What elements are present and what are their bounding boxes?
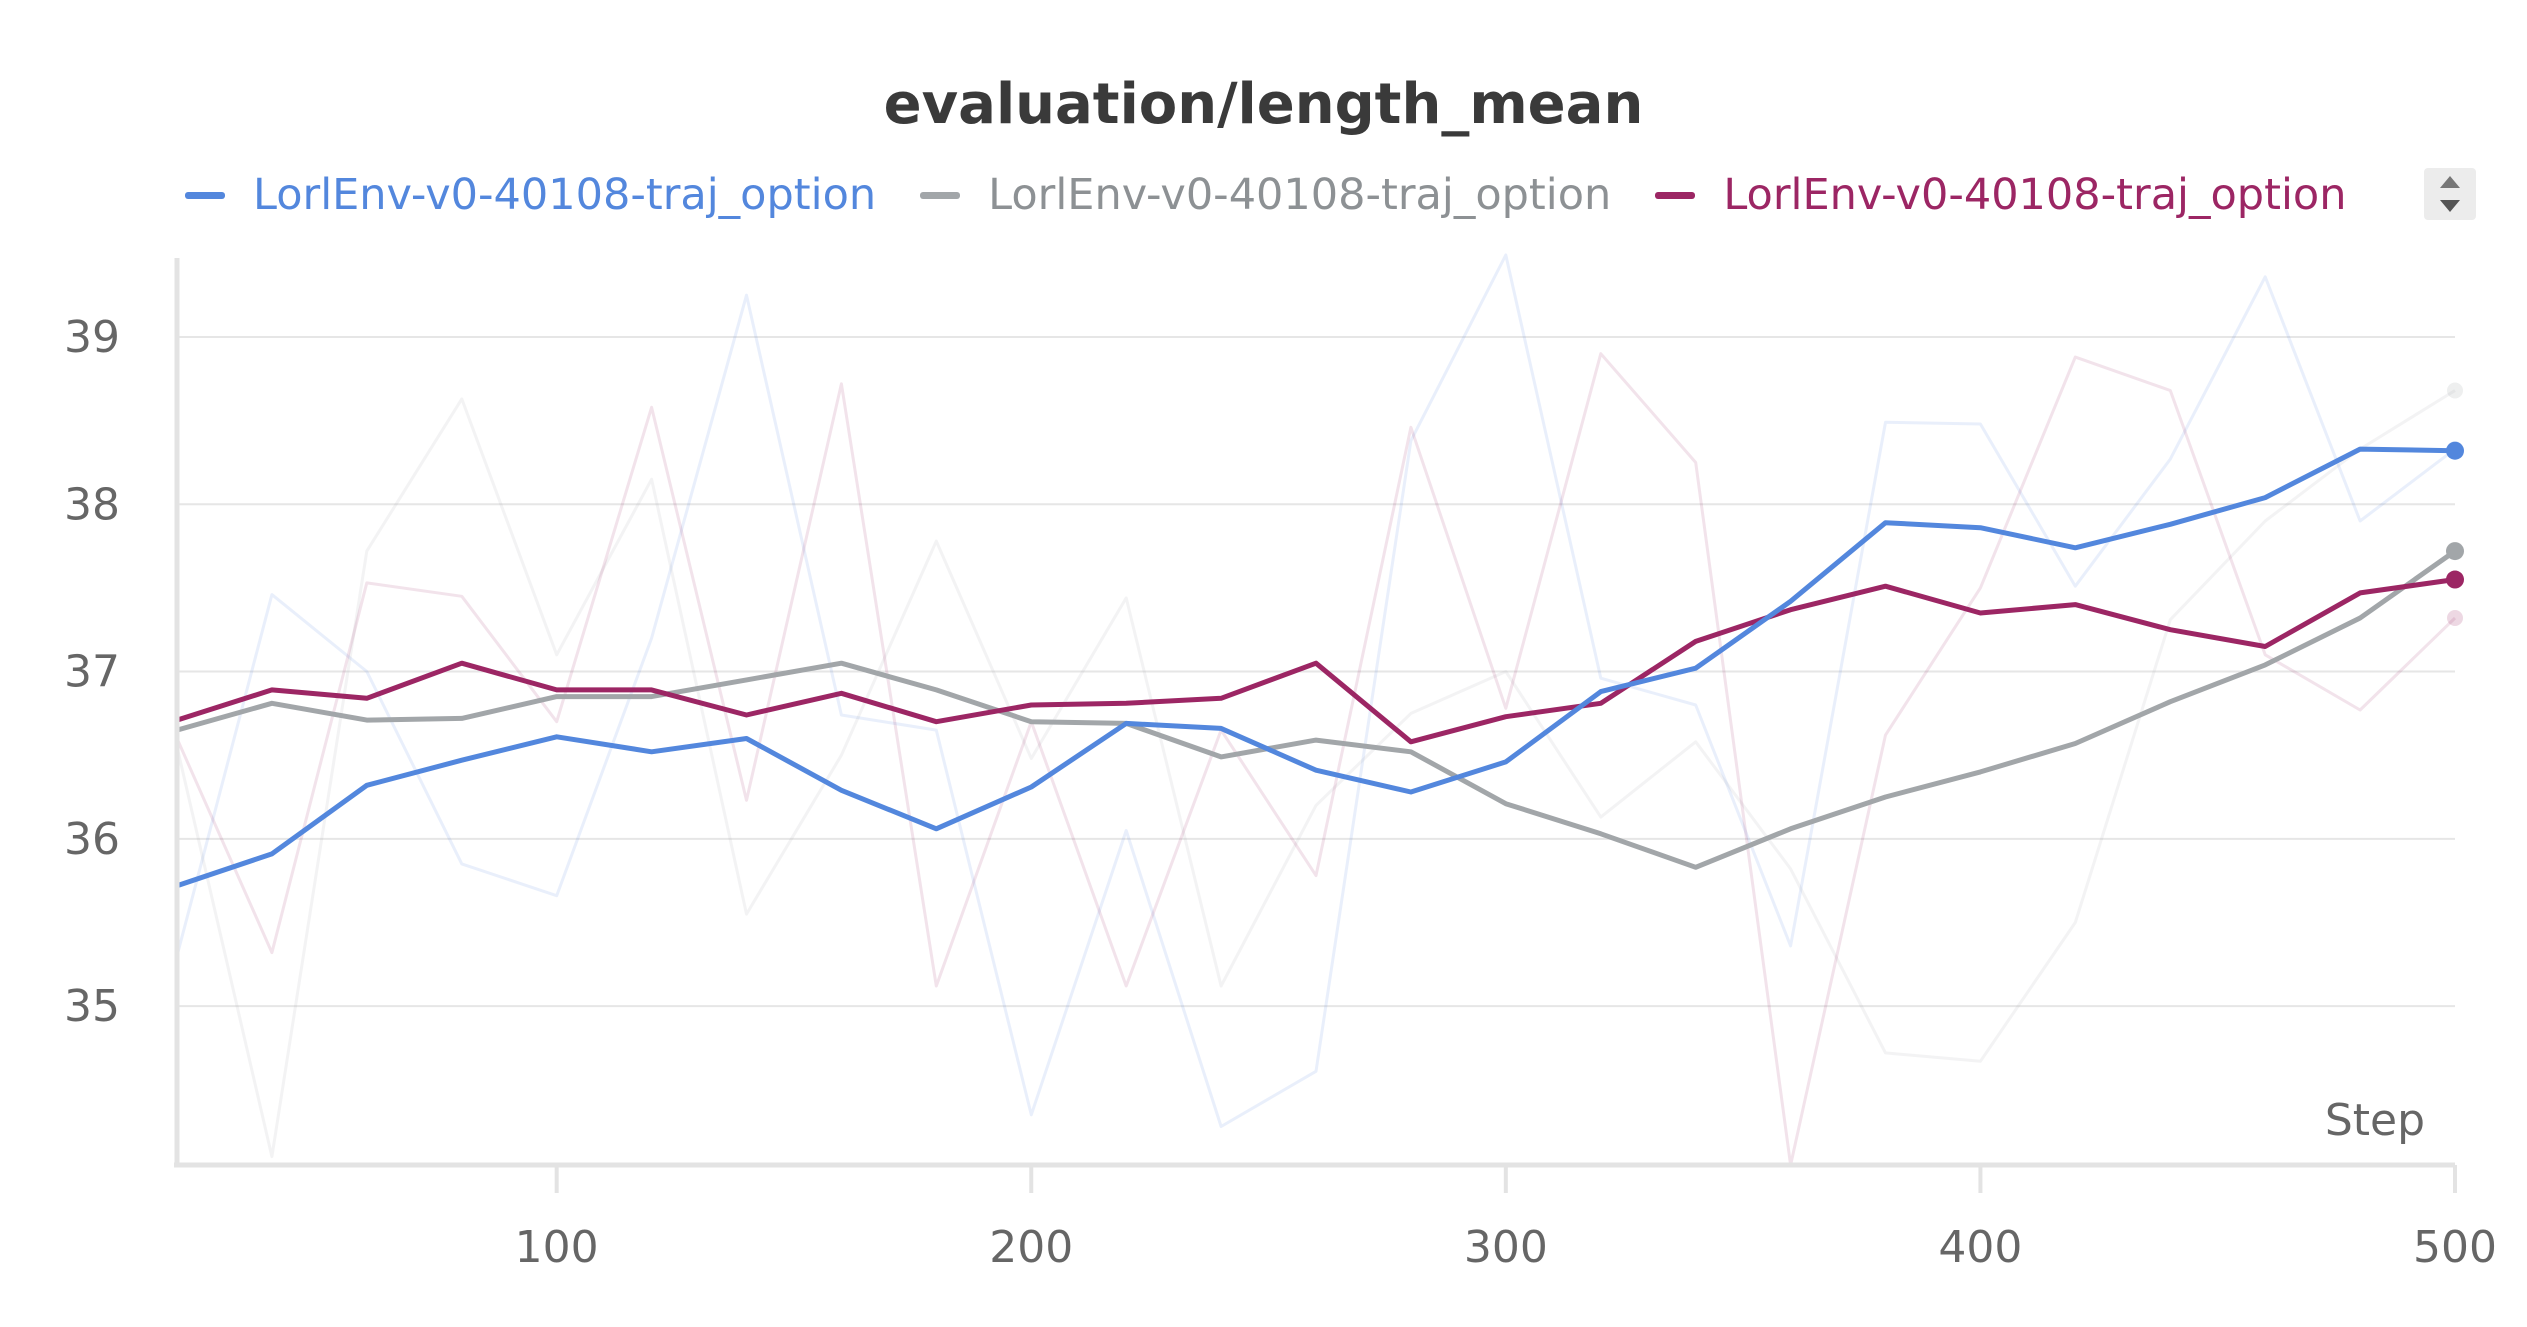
x-tick-label: 500 [2413,1222,2497,1273]
legend-scroll-icon [2440,176,2460,212]
x-tick-label: 200 [989,1222,1073,1273]
legend-scroll-button[interactable] [2424,168,2476,220]
series-1-line[interactable] [174,446,2458,889]
series-2-raw-endpoint [2447,382,2463,399]
series-2-raw-line [175,389,2456,1159]
x-tick-label: 300 [1464,1222,1548,1273]
legend-item-series-2[interactable]: LorlEnv-v0-40108-traj_option [920,170,1611,220]
legend-item-series-3[interactable]: LorlEnv-v0-40108-traj_option [1655,170,2346,220]
y-tick-label: 38 [64,479,120,530]
series-3-raw-endpoint [2447,610,2463,627]
series-3-raw-line [175,352,2457,1167]
legend-label-series-3: LorlEnv-v0-40108-traj_option [1723,170,2347,220]
legend: LorlEnv-v0-40108-traj_option LorlEnv-v0-… [185,160,2390,230]
series-1-raw-line [175,253,2456,1128]
legend-swatch-series-3 [1655,191,1696,199]
legend-label-series-2: LorlEnv-v0-40108-traj_option [988,170,1612,220]
y-tick-label: 37 [64,647,120,698]
y-tick-label: 39 [64,312,120,363]
y-tick-label: 36 [64,814,120,865]
legend-swatch-series-2 [920,191,961,199]
series-2-endpoint[interactable] [2446,542,2464,561]
x-tick-label: 400 [1938,1222,2022,1273]
x-tick-label: 100 [515,1222,599,1273]
legend-swatch-series-1 [185,191,225,199]
series-1-endpoint[interactable] [2446,441,2464,460]
legend-label-series-1: LorlEnv-v0-40108-traj_option [253,170,877,220]
series-2-line[interactable] [174,548,2458,870]
chart-title: evaluation/length_mean [883,72,1644,137]
series-3-endpoint[interactable] [2446,570,2464,589]
x-axis-label: Step [2325,1095,2425,1146]
legend-item-series-1[interactable]: LorlEnv-v0-40108-traj_option [185,170,876,220]
y-tick-label: 35 [64,981,120,1032]
series-3-line[interactable] [174,577,2458,745]
